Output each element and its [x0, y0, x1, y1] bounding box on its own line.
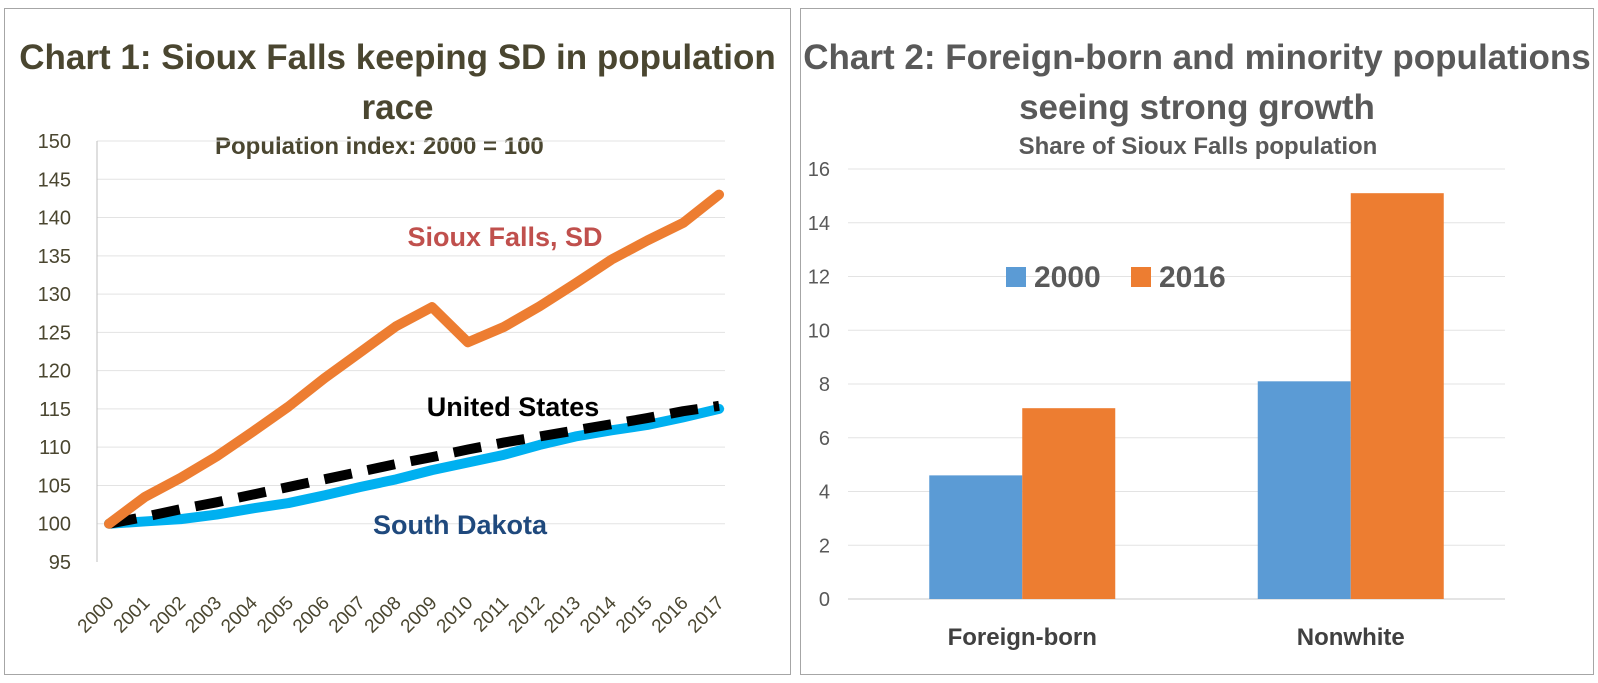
- y-tick-label-100: 100: [38, 514, 71, 536]
- x-tick-label-foreign-born: Foreign-born: [948, 624, 1097, 651]
- legend-swatch-2016: [1131, 267, 1151, 287]
- y-tick-label-14: 14: [808, 213, 830, 235]
- bar-nonwhite-2016: [1350, 193, 1444, 599]
- y-tick-label-4: 4: [819, 482, 830, 504]
- series-line-sioux-falls-sd: [104, 189, 725, 529]
- x-tick-label-2002: 2002: [146, 593, 191, 638]
- y-tick-label-0: 0: [819, 589, 830, 611]
- x-tick-label-2016: 2016: [648, 593, 693, 638]
- series-label-south-dakota: South Dakota: [373, 510, 548, 540]
- x-tick-label-2004: 2004: [217, 592, 262, 637]
- x-tick-label-2005: 2005: [253, 593, 298, 638]
- series-label-sioux-falls-sd: Sioux Falls, SD: [407, 222, 602, 252]
- x-tick-label-2006: 2006: [289, 593, 334, 638]
- chart-1-panel: Chart 1: Sioux Falls keeping SD in popul…: [4, 8, 791, 675]
- x-tick-label-2001: 2001: [110, 593, 155, 638]
- bar-foreign-born-2016: [1022, 408, 1116, 599]
- y-tick-label-8: 8: [819, 374, 830, 396]
- y-tick-label-135: 135: [38, 246, 71, 268]
- y-tick-label-2: 2: [819, 535, 830, 557]
- y-tick-label-12: 12: [808, 267, 830, 289]
- chart-1-subtitle: Population index: 2000 = 100: [215, 133, 544, 160]
- x-tick-label-2013: 2013: [540, 593, 585, 638]
- bar-foreign-born-2000: [929, 475, 1023, 599]
- x-tick-label-2007: 2007: [325, 593, 370, 638]
- y-tick-label-105: 105: [38, 475, 71, 497]
- chart-2-bar-plot: 0 2 4 6 8 10 12 14 16 Foreign-born Nonwhite 2000 201…: [808, 159, 1505, 651]
- legend-label-2016: 2016: [1159, 261, 1226, 294]
- x-tick-label-nonwhite: Nonwhite: [1297, 624, 1405, 651]
- chart-1-line-plot: 9510010511011512012513013514014515020002…: [38, 131, 729, 638]
- y-tick-label-6: 6: [819, 428, 830, 450]
- x-tick-label-2012: 2012: [504, 593, 549, 638]
- chart-2-title: Chart 2: Foreign-born and minority popul…: [803, 38, 1591, 127]
- chart-2-panel: Chart 2: Foreign-born and minority popul…: [800, 8, 1594, 675]
- x-tick-label-2008: 2008: [361, 593, 406, 638]
- legend-label-2000: 2000: [1034, 261, 1101, 294]
- y-tick-label-150: 150: [38, 131, 71, 153]
- y-tick-label-16: 16: [808, 159, 830, 181]
- y-tick-label-125: 125: [38, 322, 71, 344]
- y-tick-label-120: 120: [38, 361, 71, 383]
- y-tick-label-115: 115: [39, 399, 71, 421]
- series-line-south-dakota: [104, 403, 725, 529]
- chart-2-subtitle: Share of Sioux Falls population: [1018, 133, 1378, 160]
- y-tick-label-140: 140: [38, 208, 71, 230]
- y-tick-label-110: 110: [39, 437, 71, 459]
- x-tick-label-2000: 2000: [74, 593, 119, 638]
- y-tick-label-10: 10: [808, 320, 830, 342]
- y-tick-label-130: 130: [38, 284, 71, 306]
- bar-nonwhite-2000: [1257, 381, 1351, 599]
- x-tick-label-2003: 2003: [181, 593, 226, 638]
- legend-swatch-2000: [1006, 267, 1026, 287]
- series-label-united-states: United States: [427, 392, 600, 422]
- x-tick-label-2011: 2011: [470, 593, 514, 637]
- series-line-united-states: [108, 400, 720, 529]
- x-tick-label-2009: 2009: [397, 593, 442, 638]
- x-tick-label-2014: 2014: [576, 592, 621, 637]
- x-tick-label-2017: 2017: [684, 593, 729, 638]
- chart-1-title: Chart 1: Sioux Falls keeping SD in popul…: [19, 38, 776, 127]
- y-tick-label-145: 145: [38, 169, 71, 191]
- x-tick-label-2010: 2010: [433, 593, 478, 638]
- y-tick-label-95: 95: [49, 552, 71, 574]
- x-tick-label-2015: 2015: [612, 593, 657, 638]
